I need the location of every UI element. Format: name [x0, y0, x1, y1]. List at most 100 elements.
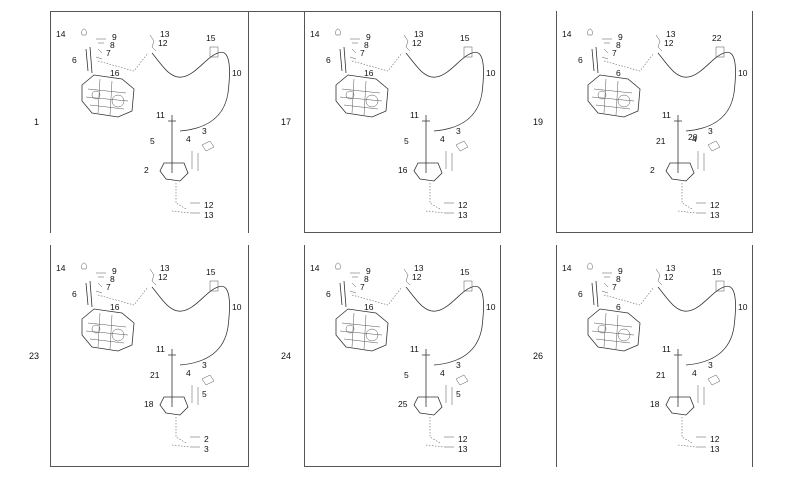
- diagram-panel: 14 9 8 7 6 16 13 12 15 10 11 5 3 4 16 12 13: [306, 13, 550, 235]
- clip-part: [587, 262, 593, 270]
- cable-clip: [463, 280, 473, 292]
- callout-label: 12: [158, 38, 168, 48]
- frame-line: [248, 11, 249, 233]
- housing-ribs: [85, 78, 129, 116]
- callout-label: 15: [206, 33, 216, 43]
- callout-label: 7: [360, 48, 365, 58]
- shaft-line: [168, 349, 176, 407]
- panel-id: 17: [281, 117, 292, 127]
- small-parts: [349, 38, 360, 60]
- cable-clip: [715, 46, 725, 58]
- callout-label: 13: [666, 263, 676, 273]
- callout-label: 13: [160, 29, 170, 39]
- connector-part: [149, 34, 157, 52]
- bracket-parts: [191, 374, 215, 405]
- shaft-line: [168, 115, 176, 173]
- callout-label: 6: [616, 68, 621, 78]
- callout-label: 14: [56, 29, 66, 39]
- shaft-line: [674, 115, 682, 173]
- frame-line: [50, 466, 248, 467]
- callout-label: 22: [712, 33, 722, 43]
- pedal-bracket: [159, 396, 189, 416]
- callout-label: 25: [398, 399, 408, 409]
- actuator-assembly: [587, 308, 641, 352]
- cable-clip: [209, 46, 219, 58]
- callout-label: 8: [364, 40, 369, 50]
- callout-label: 4: [440, 368, 445, 378]
- callout-label: 9: [112, 266, 117, 276]
- callout-label: 12: [458, 200, 468, 210]
- housing-outline: [587, 74, 641, 118]
- callout-label: 13: [414, 263, 424, 273]
- callout-label: 16: [110, 68, 120, 78]
- fastener-parts: [444, 436, 454, 448]
- housing-boss: [91, 90, 101, 100]
- callout-label: 7: [612, 282, 617, 292]
- housing-boss: [617, 328, 631, 342]
- callout-label: 21: [150, 370, 160, 380]
- callout-label: 6: [326, 289, 331, 299]
- callout-label: 13: [160, 263, 170, 273]
- lower-link: [171, 417, 191, 448]
- link-line: [351, 286, 403, 306]
- panel-id: 19: [533, 117, 544, 127]
- callout-label: 12: [458, 434, 468, 444]
- actuator-assembly: [81, 74, 135, 118]
- callout-label: 14: [562, 263, 572, 273]
- callout-label: 3: [204, 444, 209, 454]
- housing-boss: [365, 94, 379, 108]
- housing-ribs: [591, 78, 635, 116]
- callout-label: 12: [412, 38, 422, 48]
- frame-line: [50, 245, 51, 467]
- fastener-parts: [190, 202, 200, 214]
- pedal-bracket: [413, 162, 443, 182]
- callout-label: 9: [618, 32, 623, 42]
- bracket-parts: [697, 374, 721, 405]
- callout-label: 15: [460, 33, 470, 43]
- diagram-panel: 14 9 8 7 6 16 13 12 15 10 11 5 3 4 2 12 13: [52, 13, 296, 235]
- callout-label: 13: [414, 29, 424, 39]
- callout-label: 12: [158, 272, 168, 282]
- connector-part: [655, 34, 663, 52]
- callout-label: 8: [616, 274, 621, 284]
- frame-line: [752, 11, 753, 233]
- callout-label: 13: [204, 210, 214, 220]
- callout-label: 6: [326, 55, 331, 65]
- actuator-assembly: [81, 308, 135, 352]
- callout-label: 10: [738, 302, 748, 312]
- housing-boss: [345, 90, 355, 100]
- housing-ribs: [339, 312, 383, 350]
- pedal-bracket: [665, 396, 695, 416]
- pedal-bracket: [665, 162, 695, 182]
- callout-label: 10: [232, 302, 242, 312]
- cable-clip: [463, 46, 473, 58]
- callout-label: 21: [656, 370, 666, 380]
- callout-label: 15: [460, 267, 470, 277]
- callout-label: 4: [186, 134, 191, 144]
- fastener-parts: [444, 202, 454, 214]
- callout-label: 6: [72, 289, 77, 299]
- callout-label: 3: [708, 126, 713, 136]
- callout-label: 3: [456, 360, 461, 370]
- callout-label: 12: [710, 434, 720, 444]
- callout-label: 3: [708, 360, 713, 370]
- diagram-panel: 14 9 8 7 6 6 13 12 15 10 11 21 3 4 18 12 13: [558, 247, 800, 469]
- callout-label: 18: [144, 399, 154, 409]
- bracket-parts: [697, 140, 721, 171]
- callout-label: 12: [664, 272, 674, 282]
- callout-label: 13: [710, 444, 720, 454]
- callout-label: 6: [578, 289, 583, 299]
- callout-label: 6: [72, 55, 77, 65]
- callout-label: 14: [562, 29, 572, 39]
- callout-label: 8: [110, 40, 115, 50]
- small-parts: [95, 38, 106, 60]
- callout-label: 20: [688, 132, 698, 142]
- panel-id: 24: [281, 351, 292, 361]
- housing-boss: [597, 90, 607, 100]
- actuator-assembly: [335, 308, 389, 352]
- housing-boss: [111, 94, 125, 108]
- lower-link: [677, 417, 697, 448]
